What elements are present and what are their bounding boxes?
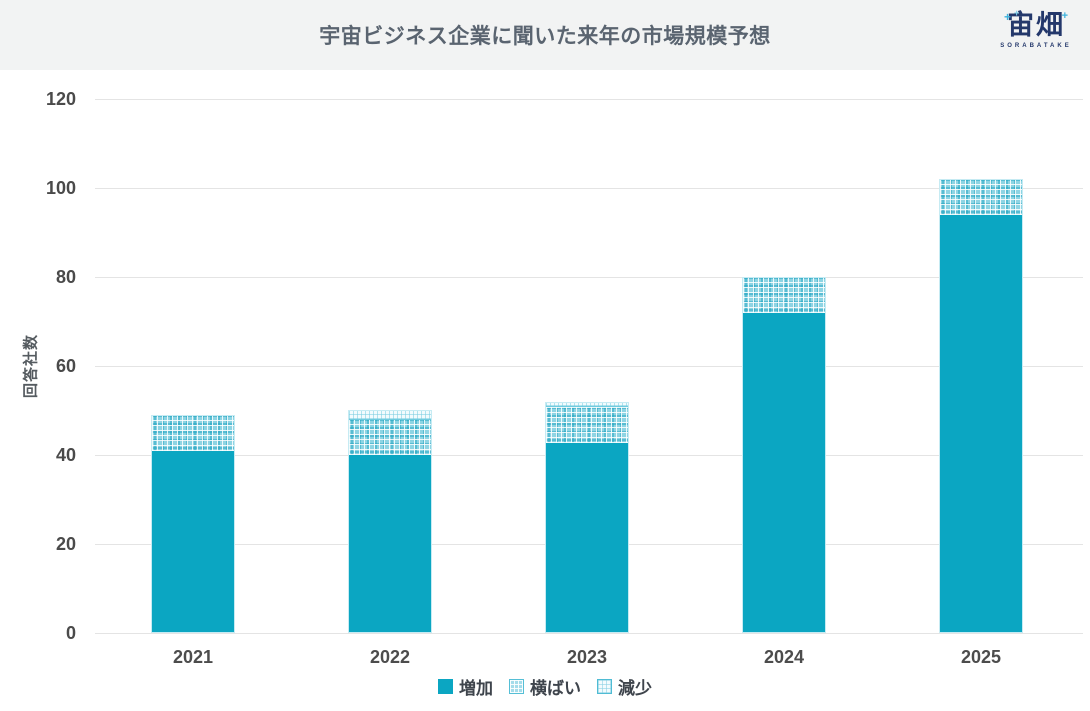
bar-segment-2025-dotted[interactable]	[940, 180, 1022, 216]
legend-label-increase: 増加	[459, 679, 493, 698]
bar-segment-2023-light[interactable]	[546, 402, 628, 408]
logo-text: 宙畑	[1007, 10, 1065, 40]
y-tick-label-80: 80	[55, 267, 76, 287]
x-tick-label-2022: 2022	[369, 647, 411, 667]
chart-area: 回答社数 0 20 40 60 80 100 120 2021 2022 2023 2024 2025	[0, 70, 1090, 711]
y-tick-label-0: 0	[65, 623, 76, 643]
legend-label-flat: 横ばい	[530, 679, 581, 698]
bar-2022[interactable]	[348, 410, 432, 633]
logo-subtext: SORABATAKE	[1000, 43, 1072, 49]
y-tick-label-40: 40	[55, 445, 76, 465]
legend-item-increase[interactable]: 増加	[438, 674, 493, 699]
sorabatake-logo: + + + 宙畑 SORABATAKE	[996, 8, 1076, 62]
page-title: 宇宙ビジネス企業に聞いた来年の市場規模予想	[319, 25, 771, 48]
legend-label-decrease: 減少	[618, 679, 652, 698]
plus-icon: +	[1061, 10, 1070, 22]
bar-segment-2024-dotted[interactable]	[743, 278, 825, 314]
legend-item-flat[interactable]: 横ばい	[509, 674, 581, 699]
bar-segment-2023-solid[interactable]	[546, 442, 628, 632]
x-tick-label-2021: 2021	[172, 647, 214, 667]
bar-segment-2024-solid[interactable]	[743, 313, 825, 632]
gridline-y-0	[95, 633, 1083, 634]
bar-segment-2021-dotted[interactable]	[152, 416, 234, 452]
x-tick-label-2023: 2023	[566, 647, 608, 667]
legend: 増加 横ばい 減少	[0, 674, 1090, 699]
logo-wordmark: + + + 宙畑	[996, 8, 1076, 40]
bar-2023[interactable]	[545, 402, 629, 633]
bar-segment-2022-dotted[interactable]	[349, 419, 431, 456]
bar-segment-2022-solid[interactable]	[349, 455, 431, 632]
legend-swatch-light-icon	[597, 679, 612, 694]
gridline-y-120	[95, 99, 1083, 100]
bar-segment-2022-light[interactable]	[349, 410, 431, 420]
plus-icon: +	[1004, 10, 1014, 24]
y-tick-label-120: 120	[45, 89, 76, 109]
legend-swatch-dotted-icon	[509, 679, 524, 694]
title-bar: 宇宙ビジネス企業に聞いた来年の市場規模予想 + + + 宙畑 SORABATAK…	[0, 0, 1090, 70]
bar-2025[interactable]	[939, 179, 1023, 633]
bar-segment-2021-solid[interactable]	[152, 451, 234, 632]
gridline-y-60	[95, 366, 1083, 367]
y-tick-label-20: 20	[55, 534, 76, 554]
bar-2024[interactable]	[742, 277, 826, 633]
y-tick-label-60: 60	[55, 356, 76, 376]
x-tick-label-2025: 2025	[960, 647, 1002, 667]
gridline-y-80	[95, 277, 1083, 278]
gridline-y-100	[95, 188, 1083, 189]
bar-2021[interactable]	[151, 415, 235, 633]
x-tick-label-2024: 2024	[763, 647, 805, 667]
legend-swatch-solid-icon	[438, 679, 453, 694]
bar-segment-2023-dotted[interactable]	[546, 407, 628, 443]
bar-segment-2025-solid[interactable]	[940, 215, 1022, 632]
plus-icon: +	[1014, 8, 1022, 18]
y-tick-label-100: 100	[45, 178, 76, 198]
legend-item-decrease[interactable]: 減少	[597, 674, 652, 699]
